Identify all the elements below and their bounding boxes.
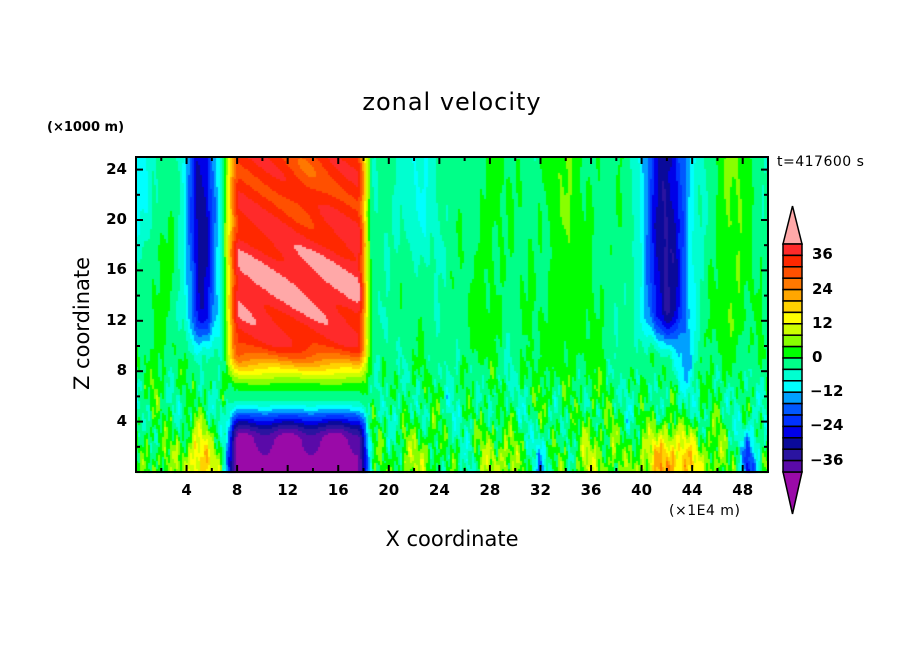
colorbar-box	[782, 368, 803, 382]
y-tick-label: 8	[116, 361, 127, 380]
y-tick-label: 24	[106, 159, 127, 178]
colorbar-tick-label: 0	[812, 348, 823, 366]
colorbar-box	[782, 357, 803, 371]
x-tick-label: 44	[681, 481, 703, 499]
x-tick-label: 12	[277, 481, 299, 499]
colorbar-box	[782, 334, 803, 348]
colorbar-tick-label: −24	[810, 416, 844, 435]
x-tick-label: 48	[732, 481, 754, 499]
colorbar-box	[782, 425, 803, 439]
x-tick-label: 24	[428, 481, 450, 499]
x-axis-label: X coordinate	[0, 527, 904, 551]
colorbar-tick-label: 36	[812, 245, 833, 264]
y-tick-label: 12	[106, 310, 127, 329]
chart-title: zonal velocity	[0, 88, 904, 116]
y-axis-unit: (×1000 m)	[47, 120, 125, 135]
plot-frame	[135, 156, 769, 473]
colorbar-box	[782, 300, 803, 314]
colorbar-box	[782, 459, 803, 473]
x-tick-label: 36	[580, 481, 602, 499]
colorbar-extend-min	[782, 471, 803, 515]
colorbar-box	[782, 345, 803, 359]
time-label: t=417600 s	[777, 154, 865, 170]
x-tick-label: 40	[631, 481, 653, 499]
colorbar-extend-max	[782, 205, 803, 245]
x-tick-label: 4	[181, 481, 192, 499]
colorbar-box	[782, 254, 803, 268]
x-tick-label: 32	[530, 481, 551, 499]
x-tick-label: 8	[231, 481, 243, 499]
colorbar-box	[782, 437, 803, 450]
x-axis-label-text: X coordinate	[385, 527, 519, 551]
colorbar-tick-label: 24	[812, 279, 833, 298]
colorbar-box	[782, 414, 803, 428]
colorbar-box	[782, 448, 803, 462]
x-tick-label: 16	[327, 481, 349, 499]
colorbar-box	[782, 311, 803, 325]
colorbar-box	[782, 380, 803, 393]
colorbar-box	[782, 243, 803, 257]
colorbar-box	[782, 288, 803, 302]
y-tick-label: 16	[106, 260, 127, 279]
colorbar-box	[782, 277, 803, 291]
chart-title-text: zonal velocity	[362, 88, 542, 116]
colorbar-box	[782, 266, 803, 279]
x-tick-label: 28	[479, 481, 501, 499]
colorbar-tick-label: −36	[810, 450, 844, 469]
x-axis-unit: (×1E4 m)	[669, 503, 741, 519]
colorbar-box	[782, 402, 803, 416]
y-tick-label: 20	[106, 210, 127, 228]
colorbar-box	[782, 323, 803, 336]
x-tick-label: 20	[378, 481, 400, 499]
y-tick-label: 4	[116, 411, 127, 430]
colorbar-tick-label: 12	[812, 313, 833, 332]
colorbar-tick-label: −12	[810, 382, 844, 401]
colorbar-box	[782, 391, 803, 405]
